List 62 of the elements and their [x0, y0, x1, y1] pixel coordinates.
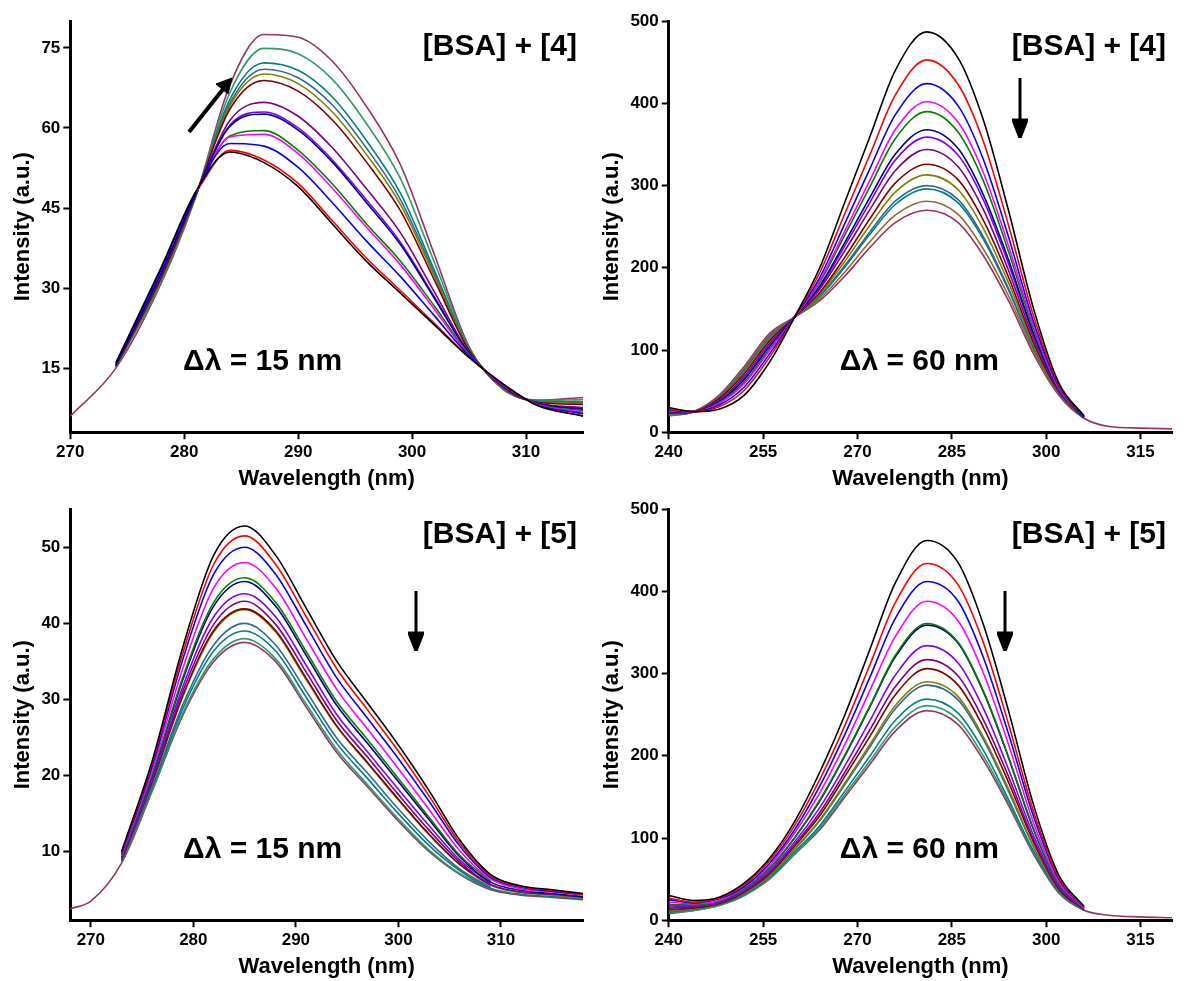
x-tick-label: 315: [1126, 930, 1155, 950]
line-series: [70, 641, 583, 910]
y-tick-label: 400: [630, 93, 659, 113]
x-tick-label: 270: [843, 442, 872, 462]
y-tick-label: 10: [41, 841, 61, 861]
x-axis-title: Wavelength (nm): [238, 464, 415, 490]
x-tick-label: 300: [384, 930, 413, 950]
x-axis-title: Wavelength (nm): [832, 952, 1009, 978]
x-tick-label: 300: [397, 442, 427, 462]
y-tick-label: 500: [630, 498, 659, 518]
annotation: [BSA] + [4]: [422, 28, 577, 62]
annotation: Δλ = 60 nm: [839, 343, 999, 377]
y-tick-label: 300: [630, 663, 659, 683]
line-series: [70, 33, 583, 417]
annotation: Δλ = 15 nm: [183, 343, 343, 377]
x-tick-label: 310: [511, 442, 541, 462]
x-tick-label: 280: [179, 930, 208, 950]
y-axis-title: Intensity (a.u.): [598, 152, 624, 302]
y-tick-label: 0: [649, 909, 659, 929]
x-tick-label: 285: [937, 442, 967, 462]
y-tick-label: 0: [649, 421, 659, 441]
y-axis-title: Intensity (a.u.): [9, 152, 35, 302]
annotation: Δλ = 15 nm: [183, 831, 343, 865]
annotation: [BSA] + [4]: [1011, 28, 1166, 62]
x-tick-label: 290: [281, 930, 311, 950]
y-tick-label: 200: [630, 745, 659, 765]
y-tick-label: 45: [41, 197, 61, 217]
x-tick-label: 270: [843, 930, 872, 950]
x-tick-label: 255: [748, 442, 778, 462]
y-tick-label: 20: [41, 765, 61, 785]
x-tick-label: 300: [1032, 930, 1061, 950]
x-tick-label: 310: [486, 930, 516, 950]
y-tick-label: 400: [630, 581, 659, 601]
x-tick-label: 270: [56, 442, 85, 462]
annotation: [BSA] + [5]: [1011, 516, 1166, 550]
y-tick-label: 100: [630, 339, 659, 359]
x-axis-title: Wavelength (nm): [832, 464, 1009, 490]
y-tick-label: 15: [41, 357, 61, 377]
x-tick-label: 290: [283, 442, 313, 462]
y-tick-label: 60: [41, 117, 61, 137]
x-tick-label: 240: [654, 930, 683, 950]
y-axis-title: Intensity (a.u.): [598, 640, 624, 790]
x-axis-title: Wavelength (nm): [238, 952, 415, 978]
y-axis-title: Intensity (a.u.): [9, 640, 35, 790]
y-tick-label: 75: [41, 37, 61, 57]
x-tick-label: 255: [748, 930, 778, 950]
y-tick-label: 40: [41, 613, 61, 633]
y-tick-label: 500: [630, 10, 659, 30]
y-tick-label: 300: [630, 175, 659, 195]
annotation: Δλ = 60 nm: [839, 831, 999, 865]
y-tick-label: 50: [41, 536, 61, 556]
x-tick-label: 240: [654, 442, 683, 462]
x-tick-label: 285: [937, 930, 967, 950]
annotation: [BSA] + [5]: [422, 516, 577, 550]
x-tick-label: 315: [1126, 442, 1155, 462]
y-tick-label: 30: [41, 277, 61, 297]
x-tick-label: 270: [76, 930, 105, 950]
y-tick-label: 200: [630, 257, 659, 277]
x-tick-label: 280: [170, 442, 199, 462]
x-tick-label: 300: [1032, 442, 1061, 462]
y-tick-label: 100: [630, 827, 659, 847]
y-tick-label: 30: [41, 689, 61, 709]
